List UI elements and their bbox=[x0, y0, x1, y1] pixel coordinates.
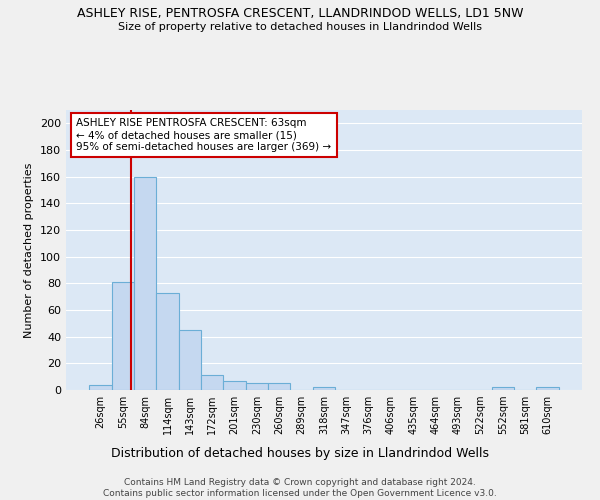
Bar bbox=[179, 330, 201, 390]
Text: ASHLEY RISE, PENTROSFA CRESCENT, LLANDRINDOD WELLS, LD1 5NW: ASHLEY RISE, PENTROSFA CRESCENT, LLANDRI… bbox=[77, 8, 523, 20]
Bar bbox=[491, 388, 514, 390]
Bar bbox=[268, 384, 290, 390]
Text: Distribution of detached houses by size in Llandrindod Wells: Distribution of detached houses by size … bbox=[111, 447, 489, 460]
Bar bbox=[313, 388, 335, 390]
Bar bbox=[536, 388, 559, 390]
Y-axis label: Number of detached properties: Number of detached properties bbox=[25, 162, 34, 338]
Bar bbox=[223, 380, 246, 390]
Bar bbox=[157, 292, 179, 390]
Bar bbox=[246, 384, 268, 390]
Text: Size of property relative to detached houses in Llandrindod Wells: Size of property relative to detached ho… bbox=[118, 22, 482, 32]
Bar bbox=[134, 176, 157, 390]
Bar bbox=[112, 282, 134, 390]
Bar bbox=[201, 376, 223, 390]
Text: ASHLEY RISE PENTROSFA CRESCENT: 63sqm
← 4% of detached houses are smaller (15)
9: ASHLEY RISE PENTROSFA CRESCENT: 63sqm ← … bbox=[76, 118, 331, 152]
Text: Contains HM Land Registry data © Crown copyright and database right 2024.
Contai: Contains HM Land Registry data © Crown c… bbox=[103, 478, 497, 498]
Bar bbox=[89, 384, 112, 390]
